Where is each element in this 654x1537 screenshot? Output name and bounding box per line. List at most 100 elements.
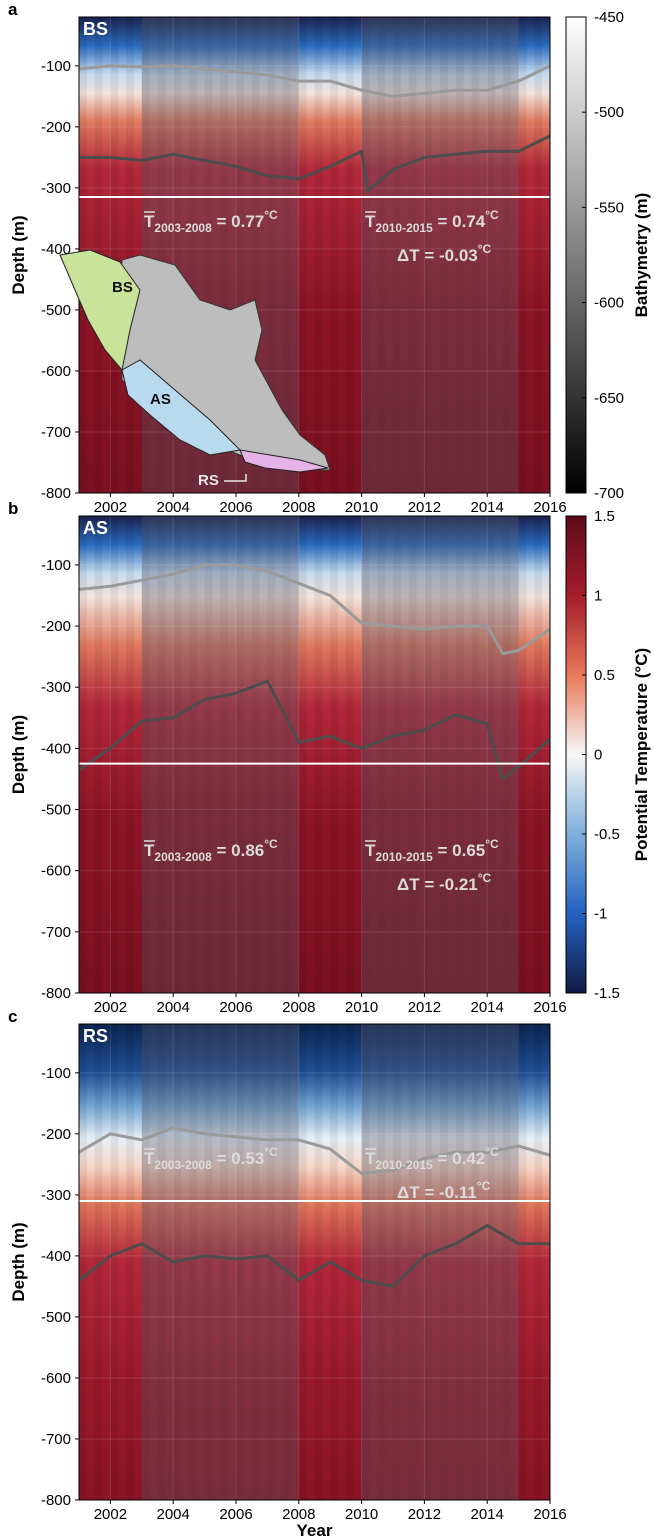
- as-region: [121, 359, 242, 456]
- map-label-as: AS: [150, 391, 171, 408]
- rs-pointer: [224, 474, 247, 482]
- seasonal-stripe: [298, 1024, 307, 1500]
- colorbar-label: Bathymetry (m): [632, 193, 651, 318]
- x-tick-label: 2012: [408, 499, 441, 516]
- map-label-rs: RS: [198, 472, 219, 489]
- mean-2010-2015-annotation: T2010-2015 = 0.74°C: [365, 208, 499, 235]
- seasonal-stripe: [471, 516, 480, 993]
- isotherm-lower-line: [79, 679, 550, 781]
- panel-letter: b: [8, 499, 18, 518]
- seasonal-stripe: [393, 516, 401, 993]
- seasonal-stripe: [188, 516, 197, 993]
- seasonal-stripe: [283, 516, 291, 993]
- x-tick-label: 2016: [533, 499, 566, 516]
- x-tick-label: 2012: [408, 1506, 441, 1523]
- seasonal-stripe: [487, 17, 496, 493]
- y-tick-label: -600: [41, 363, 71, 380]
- mean-value: = 0.65: [433, 841, 485, 860]
- delta-value: ΔT = -0.11: [397, 1183, 477, 1202]
- y-tick-label: -400: [41, 1248, 71, 1265]
- temperature-field: [79, 516, 550, 993]
- mean-symbol: T: [365, 1149, 376, 1168]
- unit-superscript: °C: [485, 837, 499, 851]
- colorbar-tick-label: 0: [594, 747, 602, 764]
- colorbar-tick-label: -650: [594, 390, 624, 407]
- period-subscript: 2003-2008: [154, 850, 212, 864]
- seasonal-stripe: [236, 516, 244, 993]
- colorbar-ramp: [565, 16, 587, 494]
- mean-value: = 0.86: [212, 841, 264, 860]
- isotherm-upper-line: [79, 1126, 550, 1175]
- seasonal-stripe: [173, 516, 182, 993]
- colorbar-tick-label: -450: [594, 9, 624, 26]
- y-axis-label: Depth (m): [9, 1222, 28, 1301]
- y-tick-label: -700: [41, 424, 71, 441]
- isotherm-lower-line: [79, 134, 550, 193]
- period-shade: [141, 1024, 299, 1500]
- seasonal-stripe: [424, 516, 433, 993]
- delta-t-annotation: ΔT = -0.21°C: [397, 871, 492, 894]
- y-tick-label: -800: [41, 985, 71, 1002]
- isotherm-lower-line: [79, 1223, 550, 1288]
- map-label-bs: BS: [112, 279, 133, 296]
- seasonal-stripe: [502, 516, 511, 993]
- colorbar-tick-label: -500: [594, 104, 624, 121]
- delta-t-annotation: ΔT = -0.03°C: [397, 242, 492, 265]
- seasonal-stripe: [204, 1024, 213, 1500]
- seasonal-stripe: [204, 516, 213, 993]
- seasonal-stripe: [440, 17, 448, 493]
- y-tick-label: -200: [41, 119, 71, 136]
- seasonal-stripe: [345, 17, 354, 493]
- seasonal-stripe: [487, 1024, 496, 1500]
- y-axis-label: Depth (m): [9, 715, 28, 794]
- mean-2003-2008-annotation: T2003-2008 = 0.53°C: [144, 1145, 278, 1172]
- seasonal-stripe: [94, 516, 103, 993]
- y-tick-label: -700: [41, 1431, 71, 1448]
- seasonal-stripe: [487, 516, 496, 993]
- x-tick-label: 2014: [471, 499, 504, 516]
- y-tick-label: -800: [41, 1492, 71, 1509]
- panel-letter: c: [8, 1007, 17, 1026]
- seasonal-stripe: [424, 1024, 433, 1500]
- y-tick-label: -400: [41, 740, 71, 757]
- x-tick-label: 2006: [219, 499, 252, 516]
- colorbar-tick-label: -600: [594, 295, 624, 312]
- colorbar-label: Potential Temperature (°C): [632, 648, 651, 861]
- unit-superscript: °C: [485, 208, 499, 222]
- seasonal-stripe: [518, 516, 527, 993]
- x-axis-label: Year: [297, 1521, 333, 1537]
- seasonal-stripe: [251, 17, 260, 493]
- seasonal-stripe: [220, 516, 229, 993]
- seasonal-stripe: [345, 516, 354, 993]
- seasonal-stripe: [79, 516, 87, 993]
- seasonal-stripe: [267, 1024, 276, 1500]
- seasonal-stripe: [188, 17, 197, 493]
- x-tick-label: 2010: [345, 1506, 378, 1523]
- seasonal-stripe: [236, 17, 244, 493]
- seasonal-stripe: [393, 17, 401, 493]
- seasonal-stripe: [424, 17, 433, 493]
- period-subscript: 2010-2015: [375, 1158, 433, 1172]
- bs-region: [59, 249, 141, 372]
- seasonal-stripe: [94, 1024, 103, 1500]
- seasonal-stripe: [126, 17, 134, 493]
- seasonal-stripe: [283, 17, 291, 493]
- period-shade: [141, 516, 299, 993]
- unit-superscript: °C: [478, 242, 492, 256]
- y-tick-label: -500: [41, 1309, 71, 1326]
- y-tick-label: -500: [41, 302, 71, 319]
- seasonal-stripe: [251, 1024, 260, 1500]
- y-tick-label: -700: [41, 924, 71, 941]
- region-label: AS: [83, 518, 108, 538]
- seasonal-stripe: [157, 17, 166, 493]
- mean-value: = 0.77: [212, 212, 264, 231]
- seasonal-stripe: [204, 17, 213, 493]
- plot-area: [79, 1024, 550, 1500]
- mean-symbol: T: [144, 1149, 155, 1168]
- y-tick-label: -300: [41, 1187, 71, 1204]
- y-tick-label: -600: [41, 863, 71, 880]
- panel-a: -100 -200 -300 -400 -500 -600 -700 -800 2002 2004…: [8, 0, 567, 516]
- seasonal-stripe: [502, 17, 511, 493]
- seasonal-stripe: [141, 17, 150, 493]
